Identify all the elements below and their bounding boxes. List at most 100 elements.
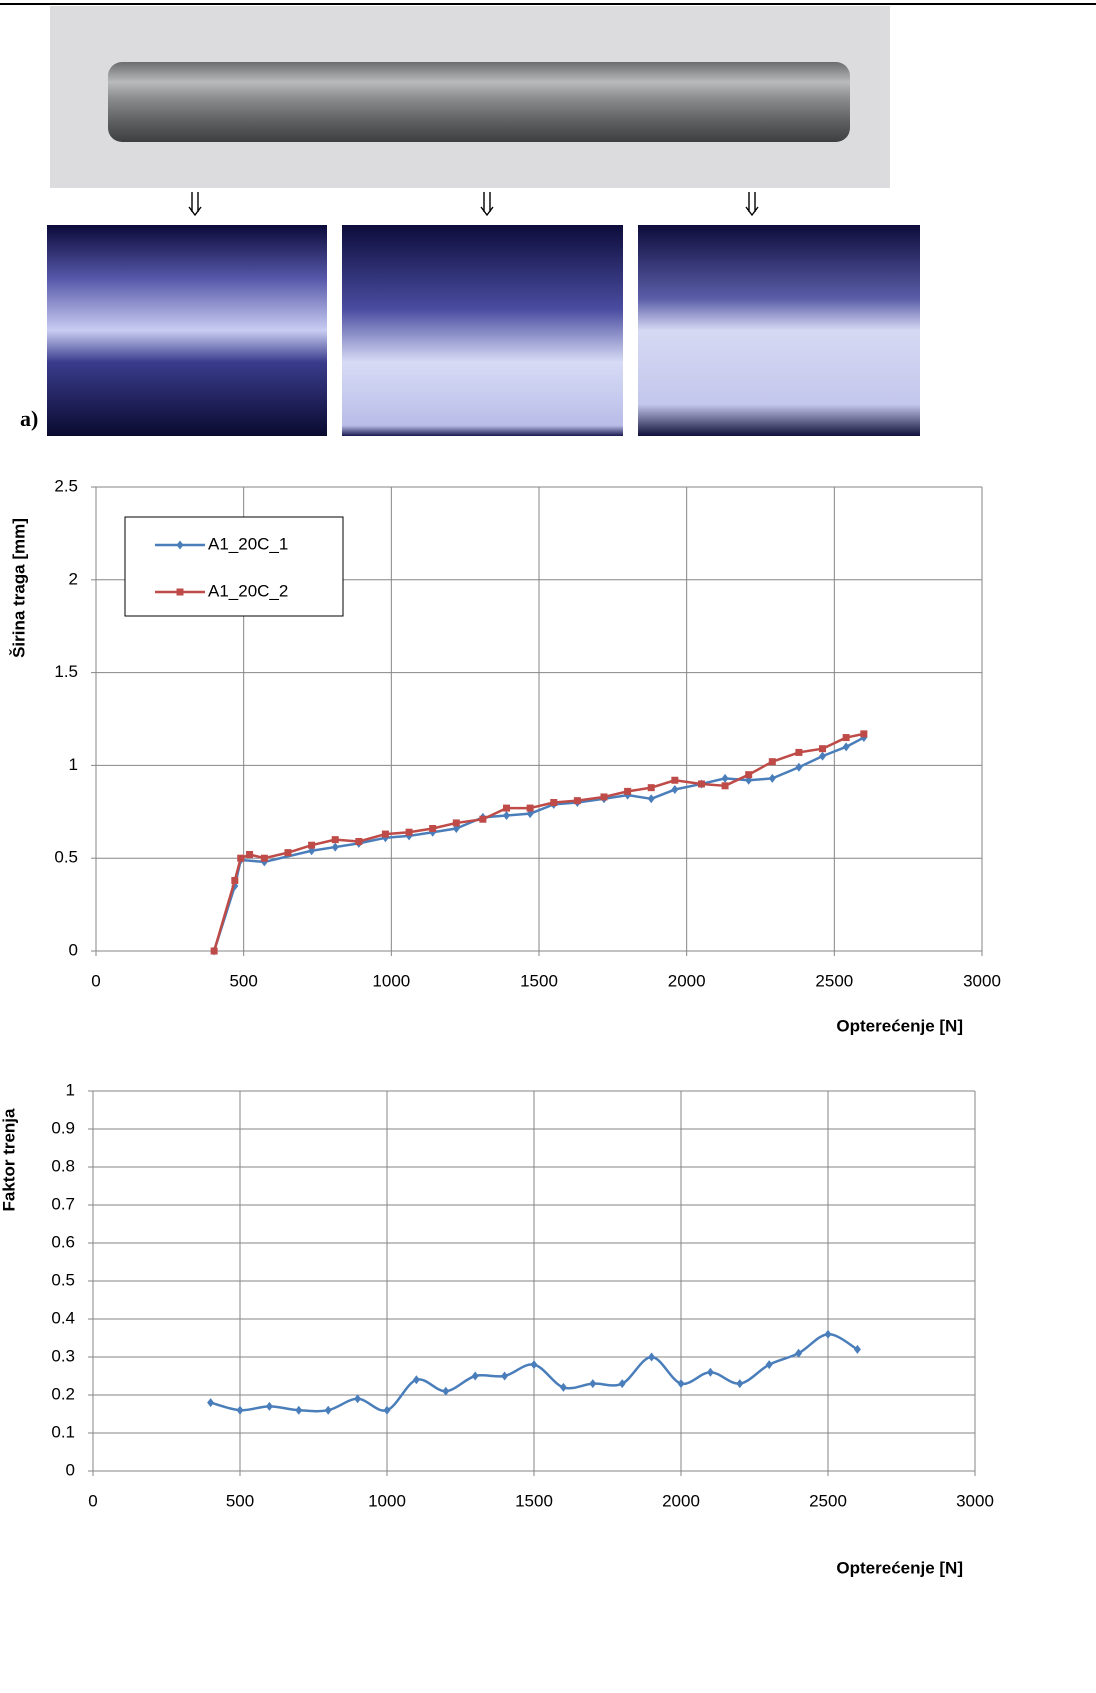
marker	[429, 825, 437, 833]
marker	[503, 804, 511, 812]
x-tick-label: 1000	[372, 971, 410, 990]
marker	[860, 730, 868, 738]
micrograph	[638, 225, 920, 436]
y-axis-label: Širina traga [mm]	[9, 518, 28, 658]
marker	[452, 819, 460, 827]
x-tick-label: 2500	[815, 971, 853, 990]
x-axis-label: Opterećenje [N]	[836, 1558, 963, 1577]
marker	[648, 1352, 656, 1362]
y-tick-label: 0.9	[51, 1118, 75, 1137]
marker	[405, 828, 413, 836]
marker	[671, 785, 679, 795]
marker	[677, 1379, 685, 1389]
marker	[526, 804, 534, 812]
x-tick-label: 500	[229, 971, 257, 990]
marker	[331, 842, 339, 852]
x-tick-label: 2500	[809, 1491, 847, 1510]
marker	[176, 540, 184, 550]
x-tick-label: 1000	[368, 1491, 406, 1510]
marker	[819, 751, 827, 761]
rod	[108, 62, 850, 142]
marker	[795, 1348, 803, 1358]
x-tick-label: 2000	[668, 971, 706, 990]
marker	[550, 799, 558, 807]
marker	[231, 876, 239, 884]
marker	[284, 849, 292, 857]
marker	[824, 1329, 832, 1339]
marker	[819, 745, 827, 753]
marker	[260, 854, 268, 862]
marker	[671, 776, 679, 784]
marker	[768, 773, 776, 783]
marker	[503, 811, 511, 821]
x-tick-label: 0	[91, 971, 100, 990]
x-tick-label: 1500	[515, 1491, 553, 1510]
y-tick-label: 0.5	[54, 848, 78, 867]
marker	[176, 588, 184, 596]
marker	[721, 782, 729, 790]
marker	[589, 1379, 597, 1389]
marker	[308, 841, 316, 849]
marker	[647, 784, 655, 792]
marker	[381, 830, 389, 838]
marker	[442, 1386, 450, 1396]
marker	[471, 1371, 479, 1381]
y-tick-label: 2	[69, 569, 78, 588]
marker	[265, 1401, 273, 1411]
x-tick-label: 3000	[963, 971, 1001, 990]
y-tick-label: 0.2	[51, 1384, 75, 1403]
y-tick-label: 1.5	[54, 662, 78, 681]
marker	[246, 850, 254, 858]
y-axis-label: Faktor trenja	[0, 1108, 18, 1212]
marker	[236, 1405, 244, 1415]
marker	[530, 1360, 538, 1370]
marker	[207, 1398, 215, 1408]
marker	[559, 1382, 567, 1392]
marker	[706, 1367, 714, 1377]
y-tick-label: 0.1	[51, 1422, 75, 1441]
marker	[647, 794, 655, 804]
marker	[853, 1344, 861, 1354]
marker	[768, 758, 776, 766]
marker	[736, 1379, 744, 1389]
x-tick-label: 500	[226, 1491, 254, 1510]
x-tick-label: 1500	[520, 971, 558, 990]
y-tick-label: 0	[66, 1460, 75, 1479]
y-tick-label: 0.5	[51, 1270, 75, 1289]
marker	[721, 773, 729, 783]
marker	[697, 780, 705, 788]
marker	[842, 734, 850, 742]
legend-label: A1_20C_2	[208, 581, 288, 600]
marker	[295, 1405, 303, 1415]
legend-label: A1_20C_1	[208, 534, 288, 553]
series-line	[212, 736, 865, 952]
marker	[210, 947, 218, 955]
marker	[355, 837, 363, 845]
y-tick-label: 2.5	[54, 476, 78, 495]
y-tick-label: 1	[69, 755, 78, 774]
marker	[795, 748, 803, 756]
micrograph	[342, 225, 623, 436]
marker	[237, 854, 245, 862]
y-tick-label: 1	[66, 1080, 75, 1099]
marker	[745, 771, 753, 779]
x-tick-label: 3000	[956, 1491, 994, 1510]
x-tick-label: 2000	[662, 1491, 700, 1510]
marker	[795, 762, 803, 772]
marker	[624, 787, 632, 795]
y-tick-label: 0.4	[51, 1308, 75, 1327]
marker	[618, 1379, 626, 1389]
marker	[383, 1405, 391, 1415]
marker	[501, 1371, 509, 1381]
y-tick-label: 0	[69, 940, 78, 959]
marker	[479, 815, 487, 823]
x-axis-label: Opterećenje [N]	[836, 1016, 963, 1035]
y-tick-label: 0.8	[51, 1156, 75, 1175]
y-tick-label: 0.7	[51, 1194, 75, 1213]
marker	[765, 1360, 773, 1370]
figure-label: a)	[20, 406, 38, 431]
y-tick-label: 0.6	[51, 1232, 75, 1251]
x-tick-label: 0	[88, 1491, 97, 1510]
legend-box	[124, 516, 344, 617]
